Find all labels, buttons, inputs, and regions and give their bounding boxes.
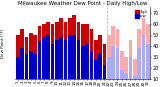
- Bar: [55, 22, 59, 87]
- Bar: [137, 48, 141, 87]
- Bar: [16, 35, 20, 87]
- Bar: [59, 18, 63, 87]
- Bar: [81, 24, 85, 87]
- Bar: [72, 15, 76, 87]
- Bar: [33, 35, 37, 87]
- Bar: [59, 37, 63, 87]
- Bar: [128, 57, 132, 87]
- Bar: [111, 46, 115, 87]
- Bar: [133, 59, 136, 87]
- Bar: [77, 22, 80, 87]
- Bar: [64, 40, 67, 87]
- Bar: [72, 35, 76, 87]
- Bar: [29, 33, 33, 87]
- Bar: [68, 18, 72, 87]
- Bar: [85, 24, 89, 87]
- Bar: [107, 35, 111, 87]
- Bar: [116, 48, 119, 87]
- Bar: [55, 40, 59, 87]
- Bar: [38, 26, 41, 87]
- Title: Milwaukee Weather Dew Point - Daily High/Low: Milwaukee Weather Dew Point - Daily High…: [18, 1, 148, 6]
- Bar: [103, 44, 106, 87]
- Bar: [68, 35, 72, 87]
- Bar: [25, 37, 28, 87]
- Bar: [46, 35, 50, 87]
- Bar: [90, 51, 93, 87]
- Bar: [133, 76, 136, 87]
- Bar: [42, 37, 46, 87]
- Bar: [90, 29, 93, 87]
- Bar: [20, 29, 24, 87]
- Bar: [137, 29, 141, 87]
- Bar: [128, 40, 132, 87]
- Bar: [120, 70, 124, 87]
- Bar: [29, 51, 33, 87]
- Bar: [98, 54, 102, 87]
- Bar: [141, 35, 145, 87]
- Bar: [77, 40, 80, 87]
- Bar: [25, 54, 28, 87]
- Bar: [20, 48, 24, 87]
- Bar: [33, 54, 37, 87]
- Bar: [16, 57, 20, 87]
- Bar: [111, 26, 115, 87]
- Bar: [124, 57, 128, 87]
- Bar: [38, 41, 41, 87]
- Bar: [103, 65, 106, 87]
- Bar: [94, 59, 98, 87]
- Bar: [146, 44, 150, 87]
- Bar: [81, 46, 85, 87]
- Bar: [42, 24, 46, 87]
- Bar: [94, 40, 98, 87]
- Bar: [124, 74, 128, 87]
- Bar: [116, 29, 119, 87]
- Bar: [120, 51, 124, 87]
- Text: Dew Point (°F): Dew Point (°F): [0, 28, 4, 58]
- Bar: [51, 24, 54, 87]
- Bar: [98, 35, 102, 87]
- Bar: [146, 24, 150, 87]
- Bar: [64, 22, 67, 87]
- Bar: [85, 44, 89, 87]
- Bar: [46, 22, 50, 87]
- Bar: [107, 57, 111, 87]
- Legend: High, Low: High, Low: [136, 9, 148, 19]
- Bar: [51, 44, 54, 87]
- Bar: [141, 18, 145, 87]
